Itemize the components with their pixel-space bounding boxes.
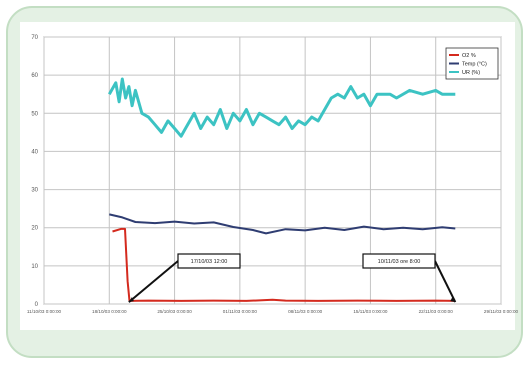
x-tick-label: 01/11/03 0:00:00 bbox=[223, 309, 258, 314]
annotation-box bbox=[177, 253, 241, 269]
annotation-box bbox=[362, 253, 436, 269]
x-tick-label: 18/10/03 0:00:00 bbox=[92, 309, 127, 314]
y-tick-label: 40 bbox=[31, 149, 38, 155]
annotation-arrow bbox=[434, 260, 457, 303]
annotation-arrowhead bbox=[128, 297, 134, 303]
legend-label: UR (%) bbox=[462, 70, 480, 76]
series-line bbox=[107, 77, 456, 138]
y-tick-label: 70 bbox=[31, 35, 38, 41]
y-tick-label: 10 bbox=[31, 264, 38, 270]
legend-label: Temp (°C) bbox=[462, 62, 487, 68]
x-tick-label: 08/11/03 0:00:00 bbox=[288, 309, 323, 314]
x-tick-label: 15/11/03 0:00:00 bbox=[353, 309, 388, 314]
annotation-arrow bbox=[128, 260, 179, 303]
x-tick-label: 22/11/03 0:00:00 bbox=[419, 309, 454, 314]
series-line bbox=[109, 213, 456, 235]
annotation-label: 17/10/03 12:00 bbox=[191, 259, 228, 265]
y-tick-label: 30 bbox=[31, 188, 38, 194]
y-tick-label: 60 bbox=[31, 73, 38, 79]
legend-label: O2 % bbox=[462, 53, 476, 59]
x-tick-label: 29/11/03 0:00:00 bbox=[484, 309, 519, 314]
legend-box bbox=[445, 47, 499, 80]
y-tick-label: 50 bbox=[31, 111, 38, 117]
y-tick-label: 20 bbox=[31, 226, 38, 232]
annotation-label: 10/11/03 ore 8:00 bbox=[378, 259, 421, 265]
annotation-arrowhead bbox=[450, 297, 456, 303]
series-line bbox=[112, 227, 456, 302]
x-tick-label: 11/10/03 0:00:00 bbox=[27, 309, 62, 314]
y-tick-label: 0 bbox=[35, 302, 39, 308]
x-tick-label: 25/10/03 0:00:00 bbox=[157, 309, 192, 314]
